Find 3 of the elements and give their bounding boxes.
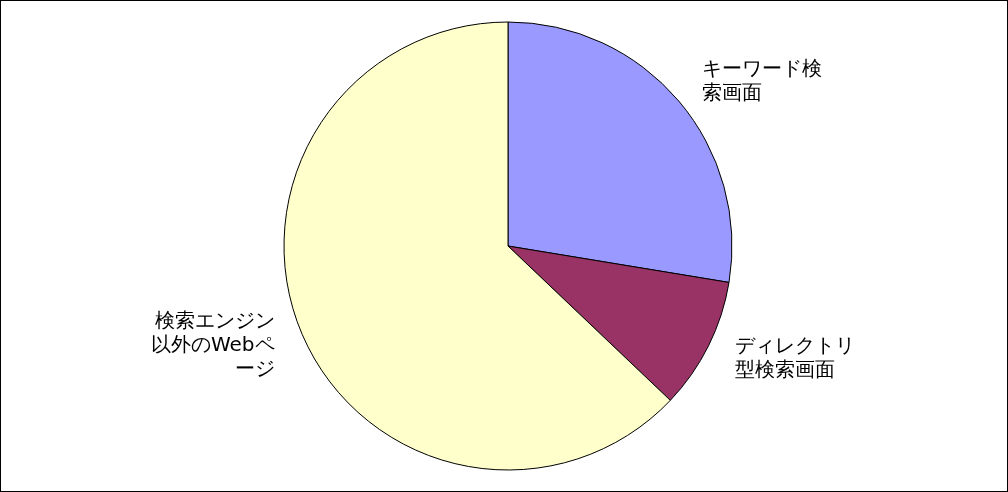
slice-label: 検索エンジン以外のWebページ [150,308,275,381]
slice-label: ディレクトリ型検索画面 [735,333,856,382]
slice-label: キーワード検索画面 [701,55,822,104]
